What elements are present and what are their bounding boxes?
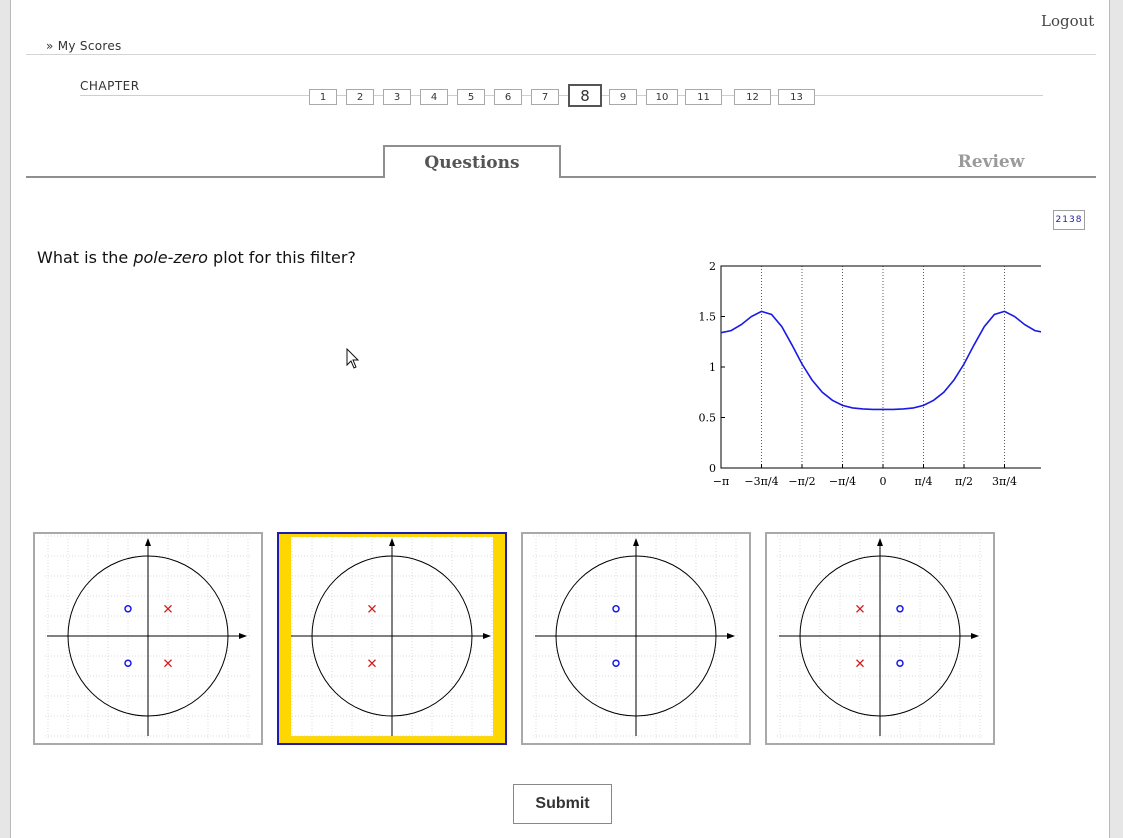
chapter-button-3[interactable]: 3 xyxy=(383,89,411,105)
x-tick-label: −π xyxy=(713,475,729,488)
zero-marker xyxy=(124,605,132,613)
chapter-button-1[interactable]: 1 xyxy=(309,89,337,105)
unit-circle xyxy=(67,555,229,717)
imag-axis-arrow-icon xyxy=(877,538,883,546)
chapter-button-2[interactable]: 2 xyxy=(346,89,374,105)
pole-marker xyxy=(368,659,376,668)
chapter-button-13[interactable]: 13 xyxy=(778,89,815,105)
question-text-emphasis: pole-zero xyxy=(133,248,208,267)
y-tick-label: 2 xyxy=(709,260,716,273)
answer-choice-b[interactable] xyxy=(277,532,507,745)
pole-zero-plot xyxy=(777,535,983,739)
chapter-button-12[interactable]: 12 xyxy=(734,89,771,105)
real-axis-arrow-icon xyxy=(483,633,491,639)
x-tick-label: 0 xyxy=(880,475,887,488)
x-tick-label: π/2 xyxy=(955,475,973,488)
question-text-before: What is the xyxy=(37,248,134,267)
question-text-after: plot for this filter? xyxy=(207,248,356,267)
y-tick-label: 1 xyxy=(709,361,716,374)
x-tick-label: −3π/4 xyxy=(744,475,778,488)
zero-marker xyxy=(896,605,904,613)
chapter-button-4[interactable]: 4 xyxy=(420,89,448,105)
chapter-rule xyxy=(80,95,1043,96)
my-scores-link[interactable]: » My Scores xyxy=(46,39,122,53)
logout-link[interactable]: Logout xyxy=(1041,12,1095,30)
pole-zero-plot xyxy=(533,535,739,739)
y-tick-label: 0.5 xyxy=(699,412,717,425)
page: Logout » My Scores CHAPTER 1 2 3 4 5 6 7 8 9 10 11… xyxy=(10,0,1110,838)
chapter-label: CHAPTER xyxy=(80,79,140,93)
x-tick-label: −π/2 xyxy=(788,475,815,488)
pole-marker xyxy=(856,604,864,613)
tab-baseline xyxy=(26,176,1096,178)
y-tick-label: 0 xyxy=(709,462,716,475)
answer-choice-a[interactable] xyxy=(33,532,263,745)
pole-marker xyxy=(164,604,172,613)
frequency-response-chart: −π−3π/4−π/2−π/40π/4π/23π/4π00.511.52 xyxy=(699,260,1041,488)
chart-frame xyxy=(720,265,1041,469)
chapter-button-10[interactable]: 10 xyxy=(646,89,678,105)
zero-marker xyxy=(612,659,620,667)
chapter-button-5[interactable]: 5 xyxy=(457,89,485,105)
zero-marker xyxy=(124,659,132,667)
chapter-button-8[interactable]: 8 xyxy=(568,84,602,107)
chapter-button-9[interactable]: 9 xyxy=(609,89,637,105)
unit-circle xyxy=(799,555,961,717)
pole-marker xyxy=(368,604,376,613)
pole-marker xyxy=(856,659,864,668)
tab-review[interactable]: Review xyxy=(957,152,1025,172)
series-line-0 xyxy=(720,310,1041,411)
unit-circle xyxy=(555,555,717,717)
chapter-button-6[interactable]: 6 xyxy=(494,89,522,105)
x-tick-label: −π/4 xyxy=(829,475,856,488)
header-divider xyxy=(26,54,1096,55)
submit-button[interactable]: Submit xyxy=(513,784,612,824)
question-id-badge: 2138 xyxy=(1053,210,1085,230)
answer-choice-d[interactable] xyxy=(765,532,995,745)
real-axis-arrow-icon xyxy=(239,633,247,639)
x-tick-label: π/4 xyxy=(915,475,933,488)
chapter-button-11[interactable]: 11 xyxy=(685,89,722,105)
answer-choice-c[interactable] xyxy=(521,532,751,745)
real-axis-arrow-icon xyxy=(727,633,735,639)
pole-zero-plot xyxy=(45,535,251,739)
pole-marker xyxy=(164,659,172,668)
imag-axis-arrow-icon xyxy=(389,538,395,546)
imag-axis-arrow-icon xyxy=(145,538,151,546)
y-tick-label: 1.5 xyxy=(699,311,717,324)
pole-zero-plot xyxy=(289,535,495,739)
unit-circle xyxy=(311,555,473,717)
tab-questions[interactable]: Questions xyxy=(383,145,561,178)
real-axis-arrow-icon xyxy=(971,633,979,639)
imag-axis-arrow-icon xyxy=(633,538,639,546)
mouse-cursor-icon xyxy=(346,348,360,369)
x-tick-label: 3π/4 xyxy=(992,475,1017,488)
zero-marker xyxy=(612,605,620,613)
chart-axes: −π−3π/4−π/2−π/40π/4π/23π/4π00.511.52 xyxy=(699,260,1041,488)
zero-marker xyxy=(896,659,904,667)
chapter-button-7[interactable]: 7 xyxy=(531,89,559,105)
question-text: What is the pole-zero plot for this filt… xyxy=(37,248,356,267)
